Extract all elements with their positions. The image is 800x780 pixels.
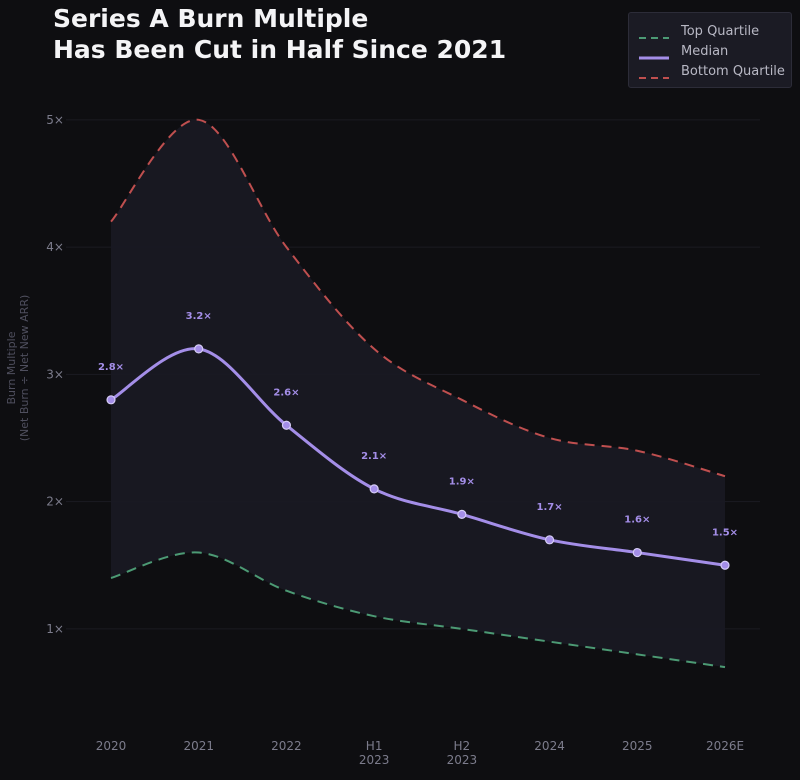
median-point-2 <box>281 420 292 430</box>
data-label-1: 3.2× <box>186 311 212 322</box>
x-tick-label-3: H1 2023 <box>359 739 390 767</box>
quartile-band <box>111 119 725 668</box>
chart-title-line-2: Has Been Cut in Half Since 2021 <box>53 35 507 64</box>
data-label-0: 2.8× <box>98 362 124 373</box>
data-labels: 2.8× 3.2× 2.6× 2.1× 1.9× 1.7× 1.6× 1.5× <box>98 311 738 538</box>
median-point-1 <box>194 344 204 354</box>
x-tick-label-5-line-0: 2024 <box>534 739 565 753</box>
x-tick-label-6-line-0: 2025 <box>622 739 653 753</box>
data-label-7: 1.5× <box>712 527 738 538</box>
series-line-median <box>110 347 726 567</box>
data-label-5: 1.7× <box>537 502 563 513</box>
chart-title-line-1: Series A Burn Multiple <box>53 4 369 33</box>
x-tick-label-3-line-1: 2023 <box>359 753 390 767</box>
series-line-bottom-quartile <box>110 118 726 478</box>
x-tick-label-2-line-0: 2022 <box>271 739 302 753</box>
legend-item-bottom-quartile: Bottom Quartile <box>639 61 785 81</box>
x-tick-label-0: 2020 <box>96 739 127 753</box>
median-point-3 <box>369 484 379 494</box>
median-point-5 <box>544 535 555 545</box>
median-point-0 <box>106 395 116 405</box>
data-label-3: 2.1× <box>361 451 387 462</box>
data-label-2: 2.6× <box>273 387 299 398</box>
median-point-6 <box>632 547 642 558</box>
x-tick-label-4-line-1: 2023 <box>447 753 478 767</box>
quartile-band-area <box>111 119 725 668</box>
median-point-4 <box>457 509 467 519</box>
x-tick-label-1-line-0: 2021 <box>183 739 214 753</box>
x-tick-label-7-line-0: 2026E <box>706 739 744 753</box>
y-tick-label-5: 5× <box>46 113 64 127</box>
x-tick-label-4: H2 2023 <box>447 739 478 767</box>
legend-swatch-bottom-quartile <box>639 69 669 79</box>
legend: Top Quartile Median Bottom Quartile <box>628 12 792 88</box>
x-tick-label-7: 2026E <box>706 739 744 753</box>
y-tick-label-2: 2× <box>46 495 64 509</box>
x-tick-label-5: 2024 <box>534 739 565 753</box>
series-lines <box>110 118 726 669</box>
y-tick-label-4: 4× <box>46 240 64 254</box>
legend-item-top-quartile: Top Quartile <box>639 21 759 41</box>
legend-label-bottom-quartile: Bottom Quartile <box>681 63 785 79</box>
series-line-top-quartile <box>110 551 726 669</box>
legend-label-median: Median <box>681 43 729 59</box>
x-tick-label-1: 2021 <box>183 739 214 753</box>
x-tick-label-3-line-0: H1 <box>366 739 383 753</box>
data-label-4: 1.9× <box>449 476 475 487</box>
legend-label-top-quartile: Top Quartile <box>681 23 760 39</box>
x-tick-label-4-line-0: H2 <box>454 739 471 753</box>
x-tick-label-6: 2025 <box>622 739 653 753</box>
legend-swatch-top-quartile <box>639 29 669 39</box>
y-tick-label-3: 3× <box>46 367 64 381</box>
median-points <box>106 344 730 570</box>
x-tick-label-0-line-0: 2020 <box>96 739 127 753</box>
y-tick-label-1: 1× <box>46 622 64 636</box>
data-label-6: 1.6× <box>624 515 650 526</box>
x-tick-label-2: 2022 <box>271 739 302 753</box>
legend-swatch-median <box>639 49 669 60</box>
median-point-7 <box>720 560 730 570</box>
legend-item-median: Median <box>639 41 728 61</box>
y-tick-labels: 1× 2× 3× 4× 5× <box>46 113 64 636</box>
